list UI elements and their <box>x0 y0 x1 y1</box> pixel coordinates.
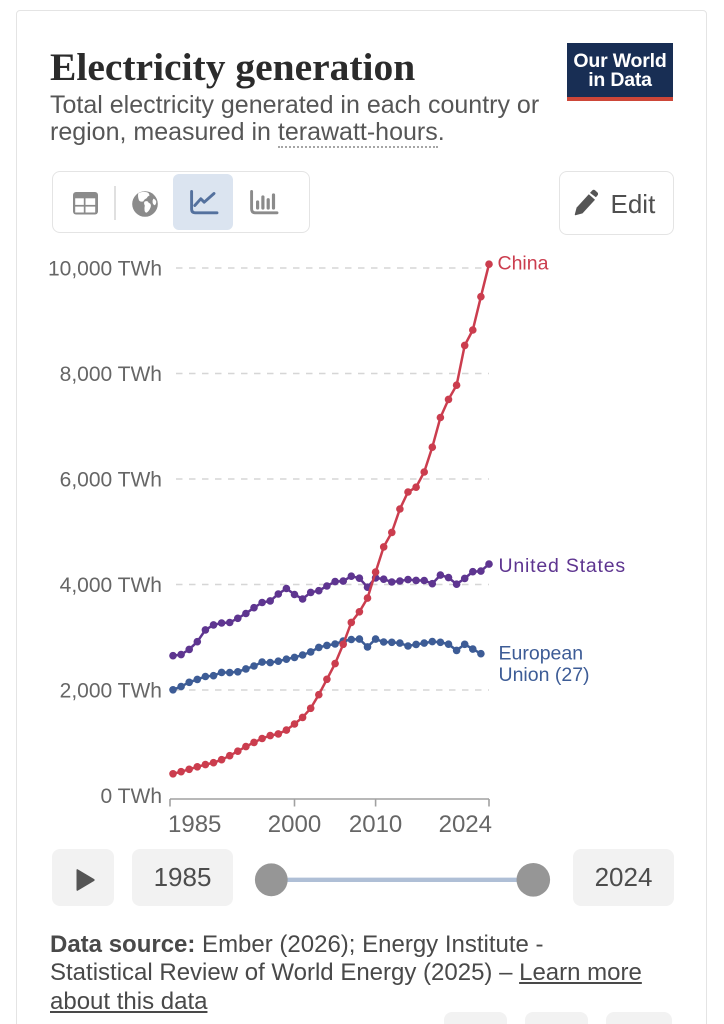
svg-text:8,000 TWh: 8,000 TWh <box>60 363 162 386</box>
svg-text:China: China <box>498 253 549 275</box>
svg-text:2000: 2000 <box>268 811 321 838</box>
svg-text:10,000 TWh: 10,000 TWh <box>48 257 162 280</box>
svg-text:0 TWh: 0 TWh <box>101 785 162 808</box>
svg-text:2024: 2024 <box>439 811 492 838</box>
svg-text:6,000 TWh: 6,000 TWh <box>60 468 162 491</box>
svg-text:European: European <box>499 643 584 665</box>
svg-text:United States: United States <box>499 555 626 577</box>
svg-text:2010: 2010 <box>349 811 402 838</box>
svg-text:2,000 TWh: 2,000 TWh <box>60 679 162 702</box>
svg-text:Union (27): Union (27) <box>499 664 590 686</box>
svg-text:4,000 TWh: 4,000 TWh <box>60 574 162 597</box>
svg-text:1985: 1985 <box>168 811 221 838</box>
